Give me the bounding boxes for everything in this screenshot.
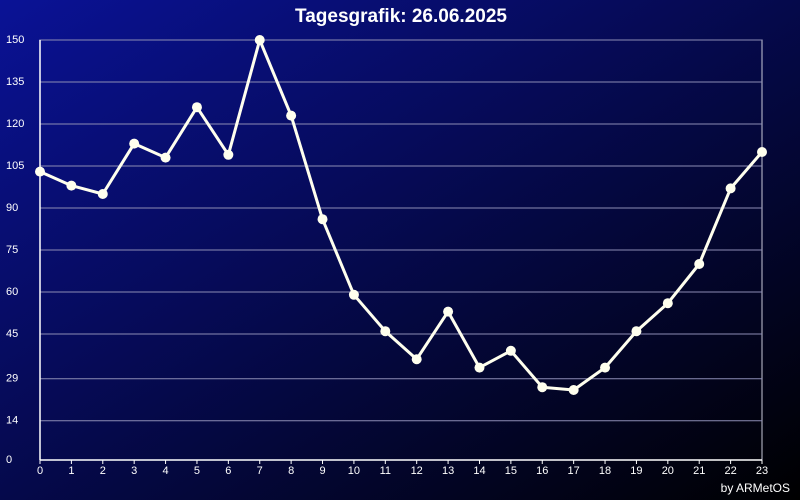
- point: [35, 166, 45, 177]
- point: [694, 259, 705, 269]
- point: [348, 289, 359, 300]
- point: [725, 183, 736, 194]
- x-tick-label: 10: [348, 465, 360, 477]
- line: [39, 38, 764, 392]
- y-tick-label: 135: [6, 76, 24, 88]
- y-tick-label: 90: [6, 202, 18, 214]
- point: [223, 149, 234, 160]
- point: [411, 354, 422, 365]
- x-tick-label: 22: [724, 465, 736, 477]
- y-tick-label: 45: [6, 328, 18, 340]
- x-tick-label: 12: [411, 465, 423, 477]
- x-tick-label: 23: [756, 465, 768, 477]
- x-tick-label: 8: [288, 465, 294, 477]
- x-tick-label: 14: [473, 465, 485, 477]
- x-tick-label: 7: [257, 465, 263, 477]
- x-tick-label: 20: [662, 465, 674, 477]
- point: [97, 189, 108, 199]
- x-tick-label: 11: [380, 465, 391, 477]
- point: [537, 382, 548, 393]
- x-tick-label: 4: [163, 465, 169, 477]
- x-tick-label: 15: [505, 465, 517, 477]
- chart-title: Tagesgrafik: 26.06.2025: [295, 6, 507, 27]
- point: [505, 345, 516, 356]
- point: [600, 362, 611, 373]
- credit: by ARMetOS: [721, 481, 790, 495]
- point: [254, 35, 265, 45]
- x-tick-label: 13: [442, 465, 454, 477]
- x-tick-label: 1: [68, 465, 74, 477]
- x-tick-label: 18: [599, 465, 611, 477]
- y-tick-label: 0: [6, 454, 12, 466]
- y-tick-label: 60: [6, 286, 18, 298]
- x-tick-label: 2: [100, 465, 106, 477]
- x-tick-label: 9: [319, 465, 325, 477]
- point: [443, 306, 454, 317]
- y-tick-label: 120: [6, 118, 24, 130]
- point: [568, 385, 579, 395]
- x-tick-label: 6: [225, 465, 231, 477]
- point: [66, 180, 77, 191]
- x-tick-label: 3: [131, 465, 137, 477]
- x-tick-label: 19: [630, 465, 642, 477]
- x-tick-label: 5: [194, 465, 200, 477]
- y-tick-label: 14: [6, 415, 18, 427]
- point: [474, 362, 485, 373]
- point: [129, 138, 140, 149]
- y-tick-label: 150: [6, 34, 24, 46]
- point: [631, 326, 642, 337]
- x-tick-label: 0: [37, 465, 43, 477]
- point: [191, 102, 202, 113]
- x-tick-label: 16: [536, 465, 548, 477]
- point: [286, 110, 297, 121]
- x-tick-label: 17: [568, 465, 580, 477]
- point: [160, 152, 171, 163]
- point: [662, 298, 673, 309]
- point: [757, 147, 767, 157]
- y-tick-label: 75: [6, 244, 18, 256]
- point: [380, 326, 391, 337]
- y-tick-label: 29: [6, 373, 18, 385]
- point: [317, 214, 328, 225]
- y-tick-label: 105: [6, 160, 24, 172]
- x-tick-label: 21: [693, 465, 705, 477]
